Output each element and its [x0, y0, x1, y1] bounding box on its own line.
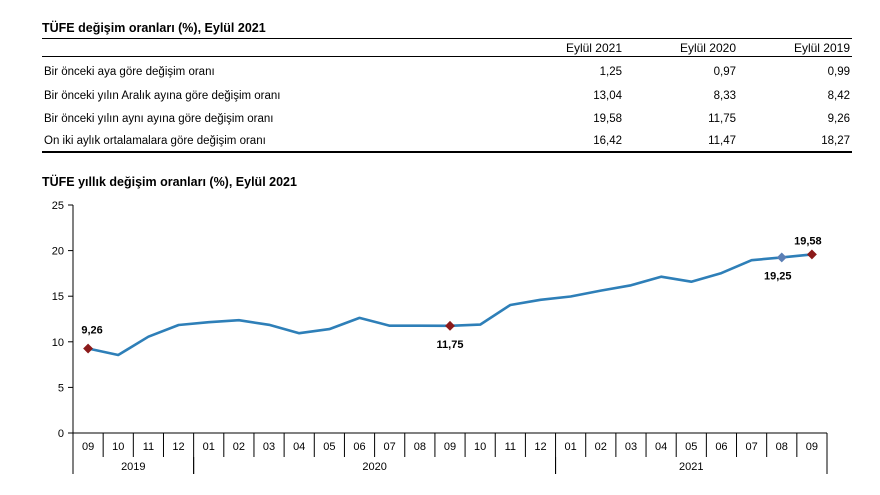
table-header-rule: [42, 56, 852, 57]
y-tick-label: 0: [58, 428, 64, 440]
data-label: 9,26: [81, 325, 102, 337]
column-header-sep-2019: Eylül 2019: [793, 41, 850, 55]
column-header-sep-2021: Eylül 2021: [565, 41, 622, 55]
table-cell: 8,42: [827, 90, 850, 102]
data-point-marker: [83, 343, 94, 354]
y-tick-label: 10: [52, 337, 64, 349]
data-label: 19,58: [794, 235, 822, 247]
table-row-label: Bir önceki aya göre değişim oranı: [44, 66, 215, 78]
data-label: 19,25: [764, 270, 792, 282]
table-title: TÜFE değişim oranları (%), Eylül 2021: [42, 21, 266, 35]
x-tick-label: 01: [203, 441, 215, 453]
x-tick-label: 07: [384, 441, 396, 453]
data-point-marker: [445, 320, 455, 331]
x-tick-label: 06: [715, 441, 727, 453]
x-tick-label: 08: [776, 441, 788, 453]
table-cell: 16,42: [593, 135, 622, 147]
year-label: 2020: [362, 461, 386, 473]
table-cell: 0,97: [713, 66, 736, 78]
x-tick-label: 10: [474, 441, 486, 453]
table-cell: 13,04: [593, 90, 622, 102]
x-tick-label: 06: [353, 441, 365, 453]
x-tick-label: 09: [82, 441, 94, 453]
table-cell: 9,26: [827, 113, 850, 125]
x-tick-label: 09: [444, 441, 456, 453]
year-label: 2019: [121, 461, 145, 473]
x-tick-label: 07: [745, 441, 757, 453]
x-tick-label: 03: [263, 441, 275, 453]
table-row-label: On iki aylık ortalamalara göre değişim o…: [44, 135, 266, 147]
table-row-label: Bir önceki yılın Aralık ayına göre değiş…: [44, 90, 281, 102]
table-row-label: Bir önceki yılın aynı ayına göre değişim…: [44, 113, 274, 125]
x-tick-label: 10: [112, 441, 124, 453]
x-tick-label: 08: [414, 441, 426, 453]
table-cell: 8,33: [713, 90, 736, 102]
table-cell: 19,58: [593, 113, 622, 125]
x-tick-label: 04: [655, 441, 667, 453]
x-tick-label: 02: [233, 441, 245, 453]
data-point-marker: [776, 252, 787, 263]
chart-title: TÜFE yıllık değişim oranları (%), Eylül …: [42, 175, 297, 189]
y-tick-label: 25: [52, 200, 64, 212]
data-point-marker: [806, 249, 817, 260]
y-tick-label: 15: [52, 291, 64, 303]
x-tick-label: 01: [565, 441, 577, 453]
y-tick-label: 20: [52, 246, 64, 258]
data-label: 11,75: [437, 339, 464, 351]
x-tick-label: 11: [505, 441, 516, 453]
table-top-rule: [42, 38, 852, 39]
x-tick-label: 03: [625, 441, 637, 453]
x-tick-label: 12: [172, 441, 184, 453]
table-cell: 18,27: [821, 135, 850, 147]
year-label: 2021: [679, 461, 703, 473]
table-bottom-rule: [42, 151, 852, 153]
y-tick-label: 5: [58, 382, 64, 394]
column-header-sep-2020: Eylül 2020: [679, 41, 736, 55]
x-tick-label: 11: [143, 441, 154, 453]
x-tick-label: 09: [806, 441, 818, 453]
x-tick-label: 12: [534, 441, 546, 453]
table-cell: 11,47: [708, 135, 736, 147]
x-tick-label: 05: [685, 441, 697, 453]
table-cell: 0,99: [827, 66, 850, 78]
table-cell: 11,75: [708, 113, 736, 125]
x-tick-label: 02: [595, 441, 607, 453]
x-tick-label: 04: [293, 441, 305, 453]
x-tick-label: 05: [323, 441, 335, 453]
table-cell: 1,25: [599, 66, 622, 78]
